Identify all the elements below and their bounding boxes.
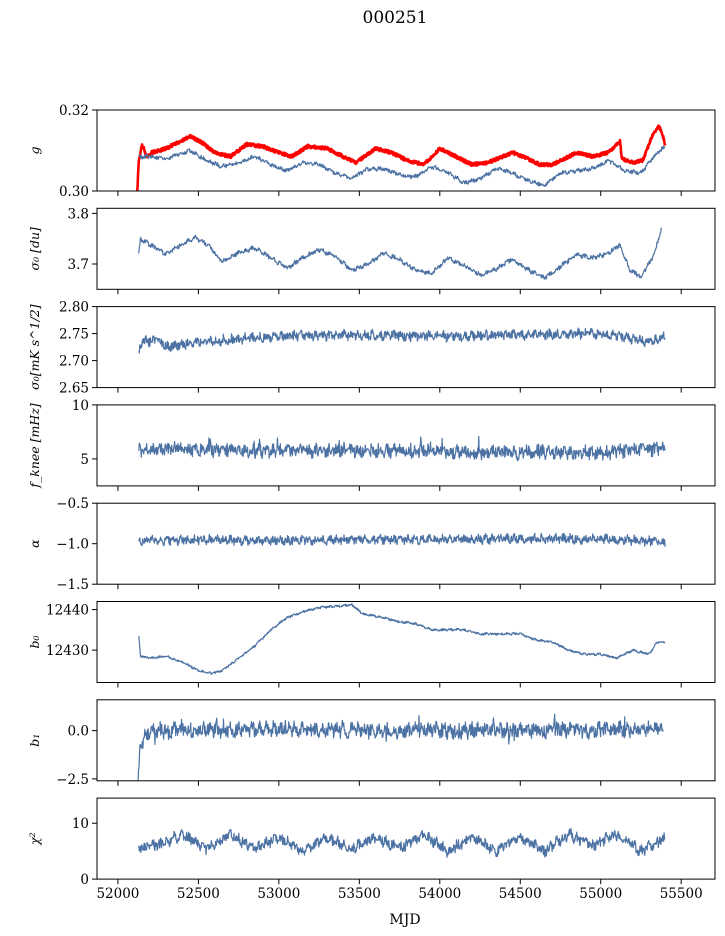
panel-b0: 12430 12440 b₀ xyxy=(27,601,716,688)
panel-b1: −2.5 0.0 b₁ xyxy=(27,699,716,788)
y-tick-label: 12440 xyxy=(46,603,89,619)
series-line-chi2-0 xyxy=(138,828,666,858)
axes-frame xyxy=(96,404,716,487)
y-tick-label: −0.5 xyxy=(56,496,89,512)
series-line-b0-0 xyxy=(138,603,666,676)
x-tick-label: 55500 xyxy=(660,886,703,902)
y-axis-label: χ² xyxy=(27,832,42,846)
axes-frame xyxy=(96,601,716,683)
axes-frame xyxy=(96,797,716,880)
y-tick-label: 12430 xyxy=(46,643,89,659)
x-tick-label: 54000 xyxy=(418,886,461,902)
y-axis-label: b₁ xyxy=(27,734,42,747)
x-tick-label: 52500 xyxy=(177,886,220,902)
x-tick-label: 52000 xyxy=(96,886,139,902)
series-line-b1-0 xyxy=(137,713,664,781)
y-tick-label: 10 xyxy=(72,398,89,414)
series-line-alpha-0 xyxy=(138,532,666,547)
y-axis-label: σ₀[mK s^1/2] xyxy=(27,304,42,390)
y-tick-label: −1.5 xyxy=(56,577,89,593)
x-tick-label: 55000 xyxy=(579,886,622,902)
series-line-g-1 xyxy=(138,145,666,187)
series-line-fknee-0 xyxy=(138,435,666,462)
y-tick-label: 2.75 xyxy=(59,327,89,343)
y-tick-label: 3.8 xyxy=(68,206,89,222)
x-tick-label: 54500 xyxy=(499,886,542,902)
y-axis-label: f_knee [mHz] xyxy=(27,403,42,488)
panel-fknee: 5 10 f_knee [mHz] xyxy=(27,398,716,491)
y-axis-label: σ₀ [du] xyxy=(27,227,42,270)
axes-frame xyxy=(96,306,716,389)
axes-frame xyxy=(96,699,716,782)
y-tick-label: 5 xyxy=(80,452,89,468)
y-tick-label: −1.0 xyxy=(56,537,89,553)
x-axis-label: MJD xyxy=(389,912,420,928)
series-line-sigma0k-0 xyxy=(138,327,666,354)
y-tick-label: 2.65 xyxy=(59,381,89,397)
panels: 0.30 0.32 g 3.7 3.8 σ₀ [du] 2.65 2.70 2.75 2.80 σ₀… xyxy=(27,103,716,902)
x-tick-label: 53500 xyxy=(338,886,381,902)
y-tick-label: 10 xyxy=(72,816,89,832)
axes-frame xyxy=(96,207,716,290)
y-axis-label: α xyxy=(27,539,42,548)
panel-g: 0.30 0.32 g xyxy=(27,103,716,200)
y-tick-label: 3.7 xyxy=(68,257,89,273)
y-tick-label: 2.70 xyxy=(59,354,89,370)
panel-chi2: 0 10 52000 52500 53000 53500 54000 54500 55000 55… xyxy=(27,797,716,902)
axes-frame xyxy=(96,502,716,585)
panel-sigma0: 3.7 3.8 σ₀ [du] xyxy=(27,206,716,295)
y-tick-label: 0.32 xyxy=(59,103,89,119)
y-tick-label: 0.0 xyxy=(68,724,89,740)
series-line-sigma0-0 xyxy=(138,227,663,280)
figure-title: 000251 xyxy=(363,8,428,28)
y-tick-label: 0.30 xyxy=(59,184,89,200)
y-tick-label: −2.5 xyxy=(56,772,89,788)
y-tick-label: 0 xyxy=(80,872,89,888)
panel-alpha: −1.5 −1.0 −0.5 α xyxy=(27,496,716,593)
panel-sigma0k: 2.65 2.70 2.75 2.80 σ₀[mK s^1/2] xyxy=(27,300,716,397)
axes-frame xyxy=(96,109,716,192)
x-tick-label: 53000 xyxy=(257,886,300,902)
y-axis-label: b₀ xyxy=(27,635,42,648)
y-axis-label: g xyxy=(27,146,42,154)
series-line-g-0 xyxy=(135,124,667,191)
y-tick-label: 2.80 xyxy=(59,300,89,316)
